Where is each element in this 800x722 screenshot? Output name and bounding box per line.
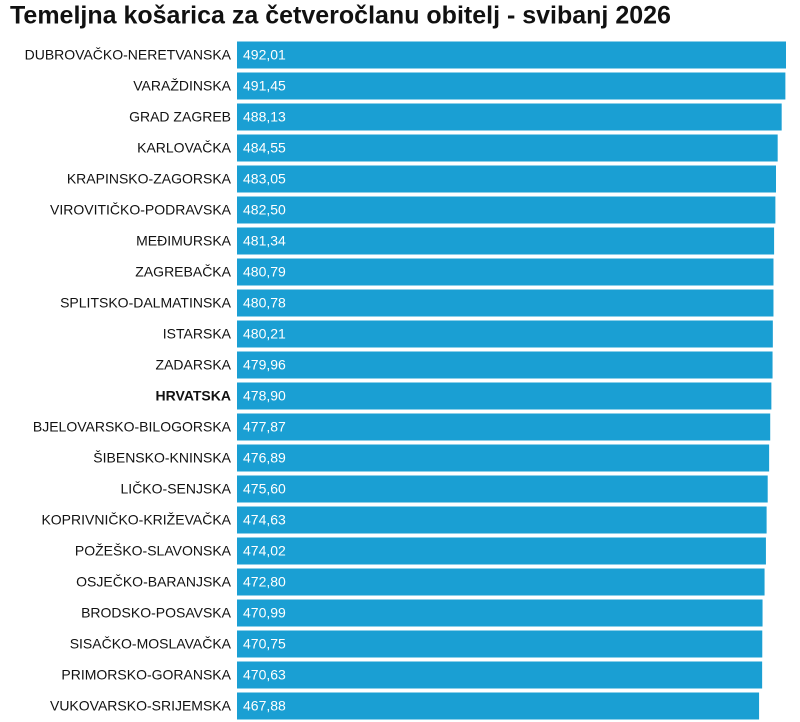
value-label: 480,78 (243, 295, 286, 311)
bar (237, 103, 782, 131)
chart-title: Temeljna košarica za četveročlanu obitel… (10, 2, 671, 30)
value-label: 475,60 (243, 481, 286, 497)
bar (237, 413, 771, 441)
category-label: KARLOVAČKA (137, 140, 232, 156)
bar (237, 506, 767, 534)
category-label: KRAPINSKO-ZAGORSKA (67, 171, 232, 187)
bar (237, 599, 763, 627)
bar (237, 227, 775, 255)
category-label: DUBROVAČKO-NERETVANSKA (25, 47, 232, 63)
category-label: VARAŽDINSKA (133, 78, 231, 94)
value-label: 483,05 (243, 171, 286, 187)
category-label: SISAČKO-MOSLAVAČKA (70, 636, 232, 652)
value-label: 479,96 (243, 357, 286, 373)
value-label: 480,21 (243, 326, 286, 342)
bar (237, 72, 786, 100)
bar (237, 692, 760, 720)
value-label: 488,13 (243, 109, 286, 125)
bar (237, 661, 763, 689)
bar (237, 382, 772, 410)
bar (237, 258, 774, 286)
category-label: HRVATSKA (156, 388, 231, 404)
bar (237, 351, 773, 379)
bar (237, 568, 765, 596)
category-label: GRAD ZAGREB (129, 109, 231, 125)
value-label: 470,99 (243, 605, 286, 621)
category-label: ZAGREBAČKA (135, 264, 231, 280)
bar (237, 289, 774, 317)
value-label: 467,88 (243, 698, 286, 714)
value-label: 484,55 (243, 140, 286, 156)
category-label: POŽEŠKO-SLAVONSKA (75, 543, 232, 559)
value-label: 491,45 (243, 78, 286, 94)
value-label: 477,87 (243, 419, 286, 435)
value-label: 474,63 (243, 512, 286, 528)
value-label: 482,50 (243, 202, 286, 218)
value-label: 470,75 (243, 636, 286, 652)
category-label: KOPRIVNIČKO-KRIŽEVAČKA (41, 512, 231, 528)
category-label: ISTARSKA (163, 326, 232, 342)
value-label: 492,01 (243, 47, 286, 63)
bar (237, 630, 763, 658)
category-label: SPLITSKO-DALMATINSKA (60, 295, 232, 311)
value-label: 481,34 (243, 233, 286, 249)
bar (237, 41, 786, 69)
bar (237, 134, 778, 162)
bar (237, 165, 777, 193)
bar (237, 196, 776, 224)
category-label: VUKOVARSKO-SRIJEMSKA (50, 698, 232, 714)
value-label: 470,63 (243, 667, 286, 683)
value-label: 474,02 (243, 543, 286, 559)
bar (237, 475, 768, 503)
category-label: ZADARSKA (156, 357, 232, 373)
category-label: BJELOVARSKO-BILOGORSKA (33, 419, 232, 435)
value-label: 476,89 (243, 450, 286, 466)
value-label: 478,90 (243, 388, 286, 404)
value-label: 480,79 (243, 264, 286, 280)
category-label: MEĐIMURSKA (136, 233, 232, 249)
bar (237, 537, 766, 565)
category-label: LIČKO-SENJSKA (121, 481, 232, 497)
category-label: PRIMORSKO-GORANSKA (61, 667, 231, 683)
bar (237, 320, 773, 348)
category-label: OSJEČKO-BARANJSKA (76, 574, 231, 590)
category-label: BRODSKO-POSAVSKA (81, 605, 232, 621)
bar (237, 444, 770, 472)
category-label: VIROVITIČKO-PODRAVSKA (50, 202, 232, 218)
category-label: ŠIBENSKO-KNINSKA (93, 450, 231, 466)
value-label: 472,80 (243, 574, 286, 590)
